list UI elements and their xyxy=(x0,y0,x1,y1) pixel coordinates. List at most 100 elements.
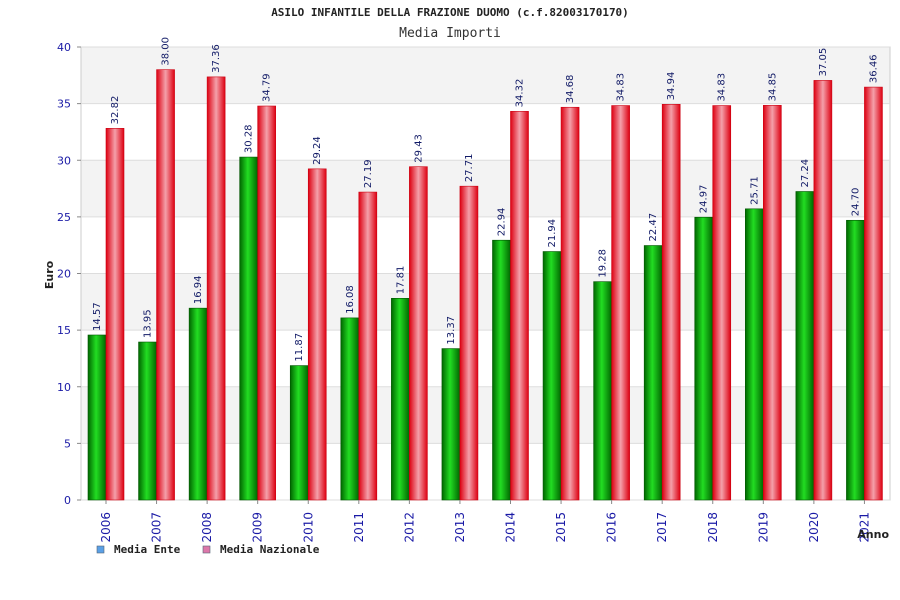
bar xyxy=(864,86,883,501)
bar xyxy=(156,69,175,501)
bar xyxy=(661,104,681,501)
x-tick-label: 2015 xyxy=(554,512,568,543)
bar xyxy=(257,105,276,501)
bar xyxy=(105,128,125,501)
x-tick-label: 2021 xyxy=(857,512,871,543)
data-label: 34.94 xyxy=(666,72,677,101)
data-label: 34.79 xyxy=(262,73,273,102)
x-tick-label: 2008 xyxy=(200,512,214,543)
x-tick-label: 2009 xyxy=(251,512,265,543)
data-label: 16.08 xyxy=(345,285,356,314)
bar xyxy=(391,298,410,501)
data-label: 34.85 xyxy=(767,73,778,102)
bar xyxy=(712,105,732,501)
data-label: 34.83 xyxy=(616,73,627,102)
data-label: 13.37 xyxy=(446,316,457,345)
bar xyxy=(745,208,764,501)
x-axis-ticks: 2006 2007 2008 2009 2010 2011 2012 2013 2014 2015… xyxy=(99,500,871,543)
y-tick-label: 25 xyxy=(57,211,71,224)
data-label: 38.00 xyxy=(161,37,172,66)
data-label: 34.68 xyxy=(565,75,576,104)
y-tick-label: 5 xyxy=(64,437,71,450)
bar xyxy=(694,216,714,501)
x-tick-label: 2014 xyxy=(504,512,518,543)
data-label: 37.36 xyxy=(211,44,222,73)
x-tick-label: 2012 xyxy=(402,512,416,543)
data-label: 30.28 xyxy=(244,124,255,153)
bar xyxy=(239,156,258,501)
bar xyxy=(409,166,428,501)
bar xyxy=(542,251,562,501)
x-tick-label: 2016 xyxy=(605,512,619,543)
legend-label: Media Nazionale xyxy=(220,543,320,556)
x-tick-label: 2006 xyxy=(99,512,113,543)
data-label: 25.71 xyxy=(749,176,760,205)
bar xyxy=(763,105,782,501)
data-label: 24.70 xyxy=(850,188,861,217)
x-tick-label: 2007 xyxy=(150,512,164,543)
data-label: 13.95 xyxy=(143,309,154,338)
data-label: 29.43 xyxy=(413,134,424,163)
bar xyxy=(643,245,663,501)
bar xyxy=(138,341,157,501)
bar xyxy=(459,185,479,501)
bar xyxy=(441,348,461,501)
y-tick-label: 15 xyxy=(57,324,71,337)
data-label: 27.19 xyxy=(363,159,374,188)
bar xyxy=(307,168,327,501)
bar xyxy=(560,106,580,501)
data-label: 22.47 xyxy=(648,213,659,242)
legend-swatch xyxy=(202,545,211,554)
y-tick-label: 40 xyxy=(57,41,71,54)
bar xyxy=(510,111,529,501)
x-tick-label: 2019 xyxy=(756,512,770,543)
data-label: 22.94 xyxy=(497,208,508,237)
x-tick-label: 2017 xyxy=(655,512,669,543)
bar xyxy=(492,239,511,501)
y-tick-label: 0 xyxy=(64,494,71,507)
bar xyxy=(289,365,309,501)
x-tick-label: 2013 xyxy=(453,512,467,543)
y-tick-label: 30 xyxy=(57,154,71,167)
y-tick-label: 10 xyxy=(57,381,71,394)
data-label: 36.46 xyxy=(868,54,879,83)
data-label: 17.81 xyxy=(395,266,406,295)
bar xyxy=(846,219,865,501)
y-axis-title: Euro xyxy=(43,260,56,289)
legend-label: Media Ente xyxy=(114,543,181,556)
y-tick-label: 35 xyxy=(57,98,71,111)
data-label: 34.32 xyxy=(515,79,526,108)
legend: Media Ente Media Nazionale xyxy=(96,543,320,556)
x-tick-label: 2020 xyxy=(807,512,821,543)
x-tick-label: 2010 xyxy=(301,512,315,543)
data-label: 37.05 xyxy=(818,48,829,77)
y-tick-label: 20 xyxy=(57,268,71,281)
data-label: 24.97 xyxy=(699,185,710,214)
data-label: 29.24 xyxy=(312,136,323,165)
data-labels: 14.57 32.82 13.95 38.00 16.94 37.36 30.28 34.79… xyxy=(92,37,879,362)
bar xyxy=(795,191,815,501)
data-label: 16.94 xyxy=(193,276,204,305)
x-tick-label: 2018 xyxy=(706,512,720,543)
bar xyxy=(358,191,378,501)
bars xyxy=(87,69,883,501)
data-label: 11.87 xyxy=(294,333,305,362)
chart-subtitle: Media Importi xyxy=(399,26,501,41)
data-label: 32.82 xyxy=(110,96,121,125)
bar xyxy=(87,334,107,501)
bar xyxy=(611,105,630,501)
legend-swatch xyxy=(96,545,105,554)
data-label: 27.24 xyxy=(800,159,811,188)
y-axis-ticks: 0 5 10 15 20 25 30 35 40 xyxy=(57,41,81,507)
data-label: 21.94 xyxy=(547,219,558,248)
data-label: 14.57 xyxy=(92,302,103,331)
bar xyxy=(593,281,612,501)
data-label: 27.71 xyxy=(464,154,475,183)
bar xyxy=(340,317,360,501)
x-tick-label: 2011 xyxy=(352,512,366,543)
bar xyxy=(188,307,208,501)
data-label: 34.83 xyxy=(717,73,728,102)
x-axis-title: Anno xyxy=(857,528,889,541)
data-label: 19.28 xyxy=(598,249,609,278)
